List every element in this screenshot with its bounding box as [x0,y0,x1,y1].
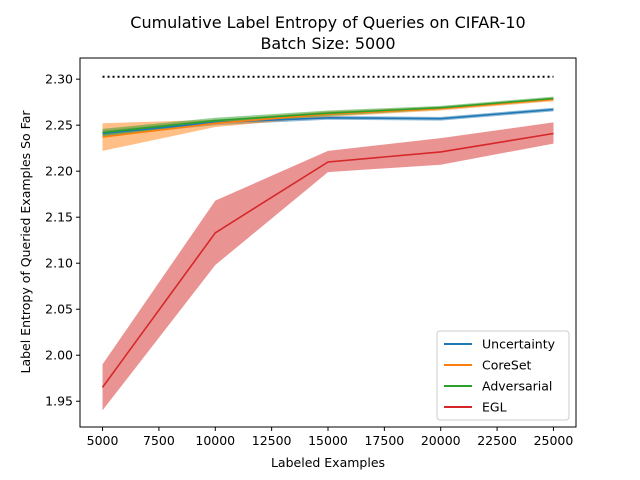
chart-title: Cumulative Label Entropy of Queries on C… [130,13,525,32]
line-uncertainty [102,108,554,135]
x-tick-label: 25000 [534,433,574,448]
y-tick-label: 2.25 [45,118,73,133]
x-tick-label: 7500 [143,433,175,448]
y-tick-label: 1.95 [45,394,73,409]
legend-label-uncertainty: Uncertainty [482,337,556,352]
band-adversarial [102,96,554,137]
line-adversarial [102,97,554,134]
plot-frame [79,57,577,428]
legend-label-adversarial: Adversarial [482,379,552,394]
line-egl [101,132,554,388]
legend: Uncertainty CoreSet Adversarial EGL [436,330,570,421]
y-tick-label: 2.30 [45,72,73,87]
y-tick-label: 2.10 [45,256,73,271]
x-tick-label: 17500 [364,433,404,448]
x-axis-label: Labeled Examples [271,455,385,470]
y-axis-label: Label Entropy of Queried Examples So Far [18,110,33,374]
y-tick-label: 2.00 [45,348,73,363]
legend-label-coreset: CoreSet [482,358,532,373]
axis-ticks: 5000 7500 10000 12500 15000 17500 20000 22500 25… [45,72,573,448]
y-tick-label: 2.15 [45,210,73,225]
legend-box [436,330,570,421]
line-coreset [102,98,554,138]
x-tick-label: 5000 [87,433,119,448]
x-tick-label: 22500 [477,433,517,448]
y-tick-label: 2.05 [45,302,73,317]
x-tick-label: 15000 [308,433,348,448]
band-egl [102,122,554,411]
x-tick-label: 10000 [195,433,235,448]
legend-label-egl: EGL [482,400,507,415]
chart-subtitle: Batch Size: 5000 [260,34,395,53]
x-tick-label: 12500 [252,433,292,448]
series-lines [101,97,554,388]
x-tick-label: 20000 [421,433,461,448]
y-tick-label: 2.20 [45,164,73,179]
